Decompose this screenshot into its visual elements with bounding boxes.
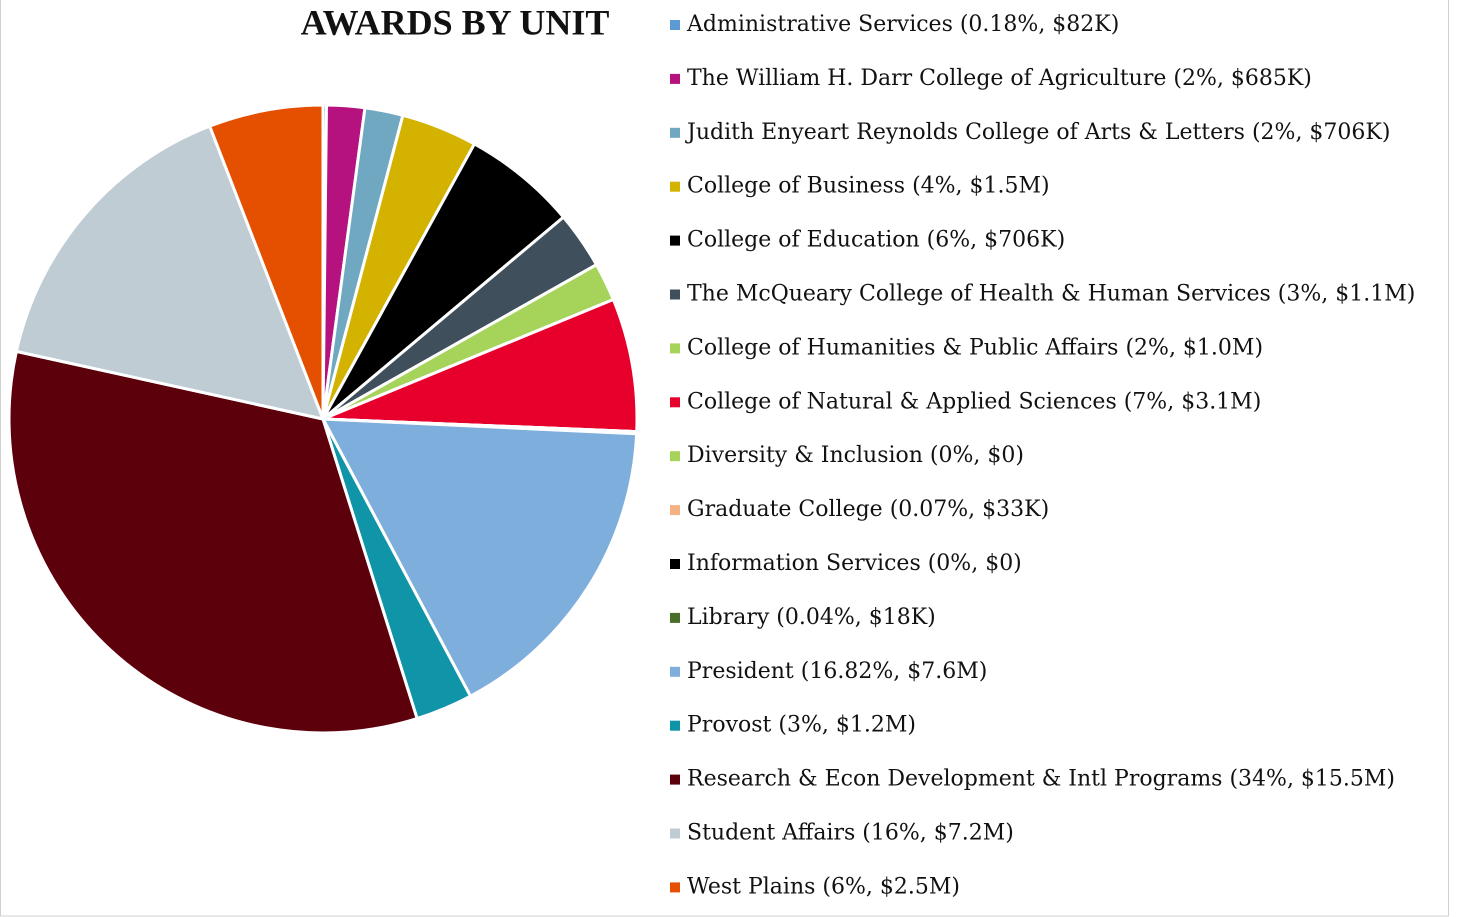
legend-swatch bbox=[670, 20, 680, 30]
pie-slice bbox=[208, 103, 325, 421]
legend-label: President (16.82%, $7.6M) bbox=[687, 659, 987, 684]
legend-label: Diversity & Inclusion (0%, $0) bbox=[687, 443, 1024, 468]
pie-slice bbox=[14, 124, 325, 421]
legend-label: College of Natural & Applied Sciences (7… bbox=[687, 389, 1261, 414]
legend-swatch bbox=[670, 343, 680, 354]
legend-swatch bbox=[670, 451, 680, 462]
legend-label: College of Business (4%, $1.5M) bbox=[687, 174, 1050, 199]
pie-slice bbox=[321, 297, 639, 434]
legend-label: Information Services (0%, $0) bbox=[687, 551, 1022, 576]
legend-label: Student Affairs (16%, $7.2M) bbox=[687, 821, 1014, 846]
legend-swatch bbox=[670, 882, 680, 893]
pie-slice bbox=[321, 417, 639, 698]
legend-swatch bbox=[670, 559, 680, 569]
legend-swatch bbox=[670, 720, 680, 731]
legend-swatch bbox=[670, 397, 680, 408]
legend-label: West Plains (6%, $2.5M) bbox=[687, 874, 960, 899]
legend-label: The McQueary College of Health & Human S… bbox=[687, 282, 1415, 307]
pie-slice bbox=[7, 349, 419, 735]
legend-label: Judith Enyeart Reynolds College of Arts … bbox=[685, 120, 1390, 145]
legend-label: Library (0.04%, $18K) bbox=[687, 605, 936, 630]
legend-swatch bbox=[670, 612, 680, 623]
legend-label: College of Education (6%, $706K) bbox=[687, 228, 1065, 253]
legend-swatch bbox=[670, 181, 680, 192]
legend-swatch bbox=[670, 505, 680, 516]
legend-label: The William H. Darr College of Agricultu… bbox=[687, 66, 1312, 91]
legend-swatch bbox=[670, 127, 680, 138]
legend-swatch bbox=[670, 828, 680, 839]
legend-label: College of Humanities & Public Affairs (… bbox=[687, 335, 1263, 360]
legend-label: Graduate College (0.07%, $33K) bbox=[687, 497, 1049, 522]
legend-swatch bbox=[670, 73, 680, 84]
legend-swatch bbox=[670, 774, 680, 785]
legend-swatch bbox=[670, 289, 680, 300]
legend-label: Administrative Services (0.18%, $82K) bbox=[686, 12, 1119, 37]
legend-label: Provost (3%, $1.2M) bbox=[687, 713, 916, 738]
legend-swatch bbox=[670, 666, 680, 677]
legend-swatch bbox=[670, 235, 680, 246]
legend-label: Research & Econ Development & Intl Progr… bbox=[687, 767, 1395, 792]
chart-title: AWARDS BY UNIT bbox=[301, 2, 610, 42]
